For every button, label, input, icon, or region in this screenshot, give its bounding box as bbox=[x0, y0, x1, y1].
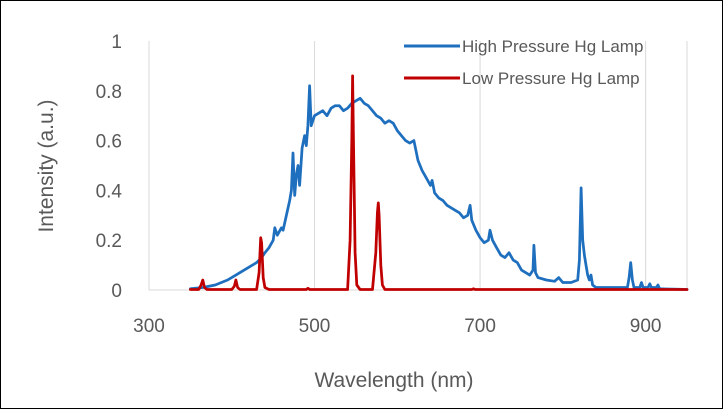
series-layer bbox=[189, 74, 689, 291]
x-axis-title: Wavelength (nm) bbox=[314, 369, 473, 392]
legend-label-high-pressure: High Pressure Hg Lamp bbox=[462, 37, 643, 56]
y-tick-label: 0 bbox=[111, 281, 122, 302]
tick-labels: 300 500 700 900 0 0.2 0.4 0.6 0.8 1 bbox=[96, 32, 662, 337]
gridlines bbox=[148, 41, 688, 290]
series-line-low-pressure bbox=[189, 74, 689, 291]
legend-label-low-pressure: Low Pressure Hg Lamp bbox=[462, 69, 640, 88]
y-tick-label: 0.6 bbox=[96, 132, 122, 153]
y-tick-label: 0.2 bbox=[96, 231, 122, 252]
x-tick-label: 500 bbox=[299, 316, 331, 337]
x-tick-label: 900 bbox=[630, 316, 662, 337]
y-tick-label: 1 bbox=[111, 32, 122, 53]
legend: High Pressure Hg Lamp Low Pressure Hg La… bbox=[404, 37, 643, 88]
y-tick-label: 0.4 bbox=[96, 181, 123, 202]
x-tick-label: 700 bbox=[464, 316, 496, 337]
y-axis-title: Intensity (a.u.) bbox=[35, 99, 58, 232]
series-line-high-pressure bbox=[189, 84, 689, 291]
x-tick-label: 300 bbox=[133, 316, 165, 337]
y-tick-label: 0.8 bbox=[96, 82, 122, 103]
